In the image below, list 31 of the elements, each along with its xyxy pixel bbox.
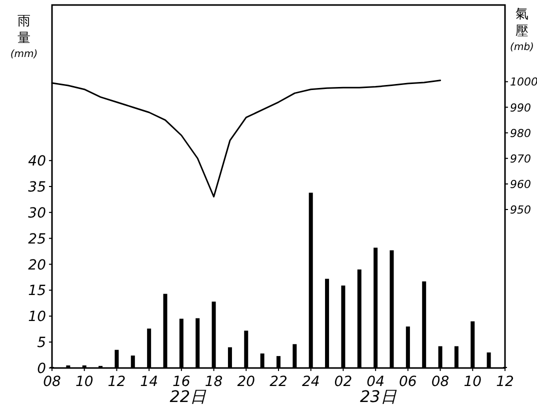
x-tick-label: 02 [334,374,352,390]
x-tick-label: 22 [270,374,288,390]
y2-tick-label: 960 [510,178,531,191]
y-tick-label: 15 [28,283,46,300]
x-tick-label: 20 [237,374,256,390]
x-tick-label: 16 [172,374,190,390]
x-tick-label: 08 [43,374,61,390]
y-tick-label: 0 [37,361,46,377]
x-tick-label: 04 [366,374,384,390]
y-tick-label: 35 [28,180,46,196]
text: 22日 [170,387,208,406]
y2-tick-label: 950 [510,204,531,217]
y-tick-label: 30 [28,205,46,222]
y-tick-label: 20 [28,257,46,274]
x-tick-label: 06 [399,374,417,390]
x-tick-label: 12 [108,374,126,390]
text: 23日 [360,387,398,406]
x-tick-label: 08 [431,374,450,390]
y2-tick-label: 990 [510,101,531,114]
x-tick-label: 10 [464,374,482,390]
x-tick-label: 24 [302,374,320,390]
y-tick-label: 10 [28,309,46,326]
x-tick-label: 10 [75,374,94,390]
y2-tick-label: 970 [510,152,531,166]
y-tick-label: 25 [28,231,46,248]
x-tick-label: 14 [140,374,158,390]
x-tick-label: 12 [496,374,514,390]
y2-tick-label: 980 [510,126,531,140]
y-tick-label: 5 [37,335,46,352]
y-tick-label: 40 [28,154,46,170]
x-tick-label: 18 [204,374,223,390]
